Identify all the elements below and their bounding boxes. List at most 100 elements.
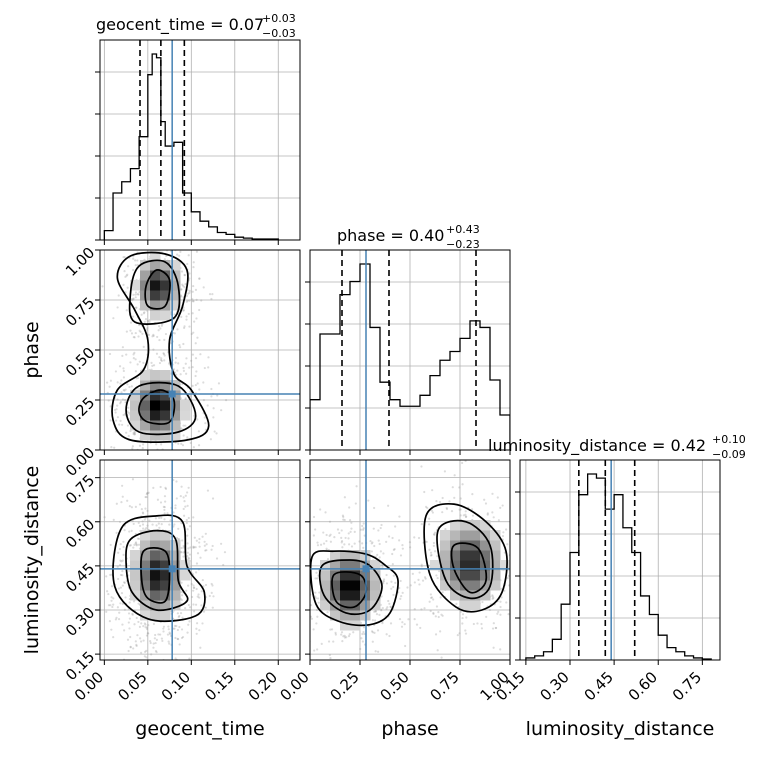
sample-point bbox=[272, 592, 274, 594]
sample-point bbox=[514, 561, 516, 563]
sample-point bbox=[158, 516, 161, 520]
sample-point bbox=[196, 418, 199, 421]
sample-point bbox=[127, 265, 130, 268]
sample-point bbox=[507, 574, 510, 577]
sample-point bbox=[204, 532, 207, 535]
sample-point bbox=[125, 330, 128, 333]
density-cell bbox=[440, 560, 451, 571]
sample-point bbox=[496, 496, 499, 499]
sample-point bbox=[459, 610, 463, 613]
sample-point bbox=[166, 218, 168, 220]
sample-point bbox=[133, 430, 137, 433]
sample-point bbox=[144, 495, 147, 499]
sample-point bbox=[182, 555, 185, 558]
density-cell bbox=[480, 580, 491, 591]
sample-point bbox=[140, 244, 142, 246]
sample-point bbox=[329, 657, 332, 660]
sample-point bbox=[123, 629, 126, 632]
labels-layer: geocent_time = 0.07 +0.03 −0.03 phase = … bbox=[21, 12, 746, 740]
sample-point bbox=[131, 445, 134, 448]
density-cell bbox=[160, 370, 171, 381]
sample-point bbox=[327, 640, 331, 643]
sample-point bbox=[492, 646, 495, 649]
sample-point bbox=[413, 536, 416, 539]
density-cell bbox=[370, 570, 381, 581]
sample-point bbox=[180, 485, 183, 488]
sample-point bbox=[151, 335, 154, 338]
sample-point bbox=[127, 612, 131, 615]
density-cell bbox=[450, 560, 461, 571]
sample-point bbox=[116, 565, 119, 568]
sample-point bbox=[178, 643, 181, 646]
sample-point bbox=[126, 286, 129, 289]
sample-point bbox=[121, 623, 124, 626]
sample-point bbox=[194, 546, 197, 549]
sample-point bbox=[114, 411, 117, 414]
sample-point bbox=[210, 582, 213, 586]
sample-point bbox=[274, 618, 276, 620]
sample-point bbox=[128, 385, 131, 389]
sample-point bbox=[190, 595, 194, 599]
sample-point bbox=[353, 542, 356, 545]
sample-point bbox=[184, 494, 187, 497]
contour-1 bbox=[318, 559, 383, 616]
sample-point bbox=[424, 505, 428, 509]
density-cell bbox=[130, 550, 141, 561]
sample-point bbox=[301, 614, 303, 616]
sample-point bbox=[523, 558, 525, 560]
sample-point bbox=[192, 331, 195, 334]
sample-point bbox=[319, 508, 322, 511]
sample-point bbox=[198, 451, 200, 453]
sample-point bbox=[202, 399, 206, 402]
y-tick-label-0: 0.00 bbox=[62, 444, 98, 480]
density-cell bbox=[480, 570, 491, 581]
sample-point bbox=[129, 361, 132, 364]
sample-point bbox=[116, 416, 120, 419]
sample-point bbox=[378, 613, 381, 616]
sample-point bbox=[182, 551, 185, 554]
sample-point bbox=[136, 537, 140, 540]
sample-point bbox=[382, 582, 385, 585]
sample-point bbox=[129, 544, 132, 547]
density-cell bbox=[490, 580, 501, 591]
sample-point bbox=[541, 593, 543, 595]
sample-point bbox=[486, 513, 489, 516]
sample-point bbox=[152, 486, 155, 489]
sample-point bbox=[164, 486, 167, 489]
sample-point bbox=[145, 527, 148, 530]
sample-point bbox=[291, 607, 293, 609]
sample-point bbox=[175, 246, 177, 248]
sample-point bbox=[140, 651, 143, 654]
sample-point bbox=[420, 465, 423, 468]
sample-point bbox=[161, 456, 163, 458]
density-cell bbox=[460, 590, 471, 601]
sample-point bbox=[362, 527, 365, 530]
sample-point bbox=[350, 521, 353, 524]
sample-point bbox=[136, 259, 139, 262]
sample-point bbox=[392, 548, 395, 551]
density-cell bbox=[150, 540, 161, 551]
sample-point bbox=[185, 518, 188, 522]
sample-point bbox=[135, 543, 138, 546]
sample-point bbox=[152, 333, 155, 336]
sample-point bbox=[125, 309, 128, 312]
sample-point bbox=[187, 556, 190, 559]
sample-point bbox=[174, 233, 176, 235]
sample-point bbox=[400, 625, 404, 628]
density-cell bbox=[170, 560, 181, 571]
sample-point bbox=[314, 528, 317, 531]
sample-point bbox=[211, 497, 215, 500]
sample-point bbox=[136, 293, 139, 296]
density-cell bbox=[160, 530, 171, 541]
x-tick-label-2: 0.10 bbox=[158, 668, 194, 704]
sample-point bbox=[191, 353, 195, 356]
sample-point bbox=[316, 544, 320, 547]
contour-1 bbox=[125, 529, 189, 612]
histogram-panel-luminosity-distance: 0.15 0.30 0.45 0.60 0.75 bbox=[492, 459, 721, 704]
sample-point bbox=[146, 492, 149, 495]
sample-point bbox=[147, 632, 150, 635]
sample-point bbox=[120, 391, 123, 394]
sample-point bbox=[201, 622, 204, 625]
sample-point bbox=[168, 642, 171, 645]
sample-point bbox=[453, 496, 456, 499]
